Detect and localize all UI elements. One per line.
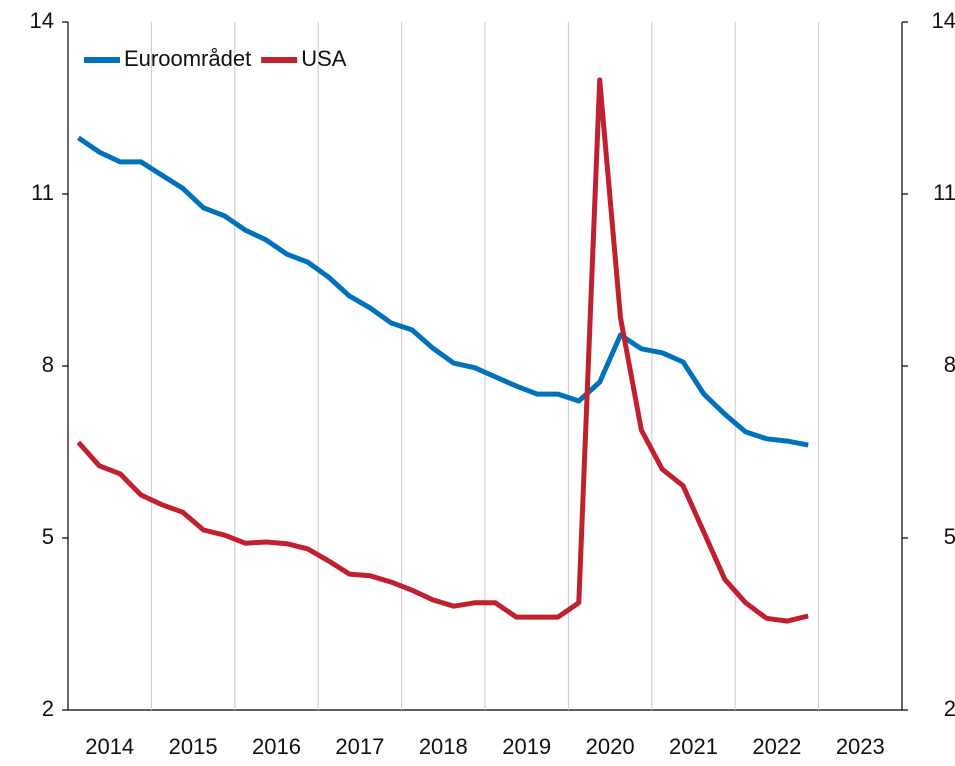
- x-tick-label: 2018: [419, 734, 468, 759]
- x-tick-label: 2019: [502, 734, 551, 759]
- x-tick-label: 2023: [836, 734, 885, 759]
- y-tick-label: 11: [31, 180, 54, 205]
- x-tick-label: 2015: [169, 734, 218, 759]
- y2-tick-label: 2: [944, 696, 955, 721]
- x-tick-label: 2020: [586, 734, 635, 759]
- x-tick-label: 2016: [252, 734, 301, 759]
- y2-tick-label: 11: [933, 180, 955, 205]
- series-line: [76, 77, 809, 624]
- y2-tick-label: 5: [944, 524, 955, 549]
- x-tick-label: 2017: [335, 734, 384, 759]
- y-tick-label: 8: [42, 352, 54, 377]
- y2-tick-label: 8: [944, 352, 955, 377]
- y2-tick-label: 14: [932, 8, 955, 33]
- y-tick-label: 14: [30, 8, 54, 33]
- legend-label: Euroområdet: [124, 46, 251, 71]
- y-tick-label: 5: [42, 524, 54, 549]
- legend-label: USA: [301, 46, 347, 71]
- x-tick-label: 2014: [85, 734, 134, 759]
- y-tick-label: 2: [42, 696, 54, 721]
- x-tick-label: 2021: [669, 734, 718, 759]
- x-tick-label: 2022: [752, 734, 801, 759]
- series-line: [76, 135, 809, 448]
